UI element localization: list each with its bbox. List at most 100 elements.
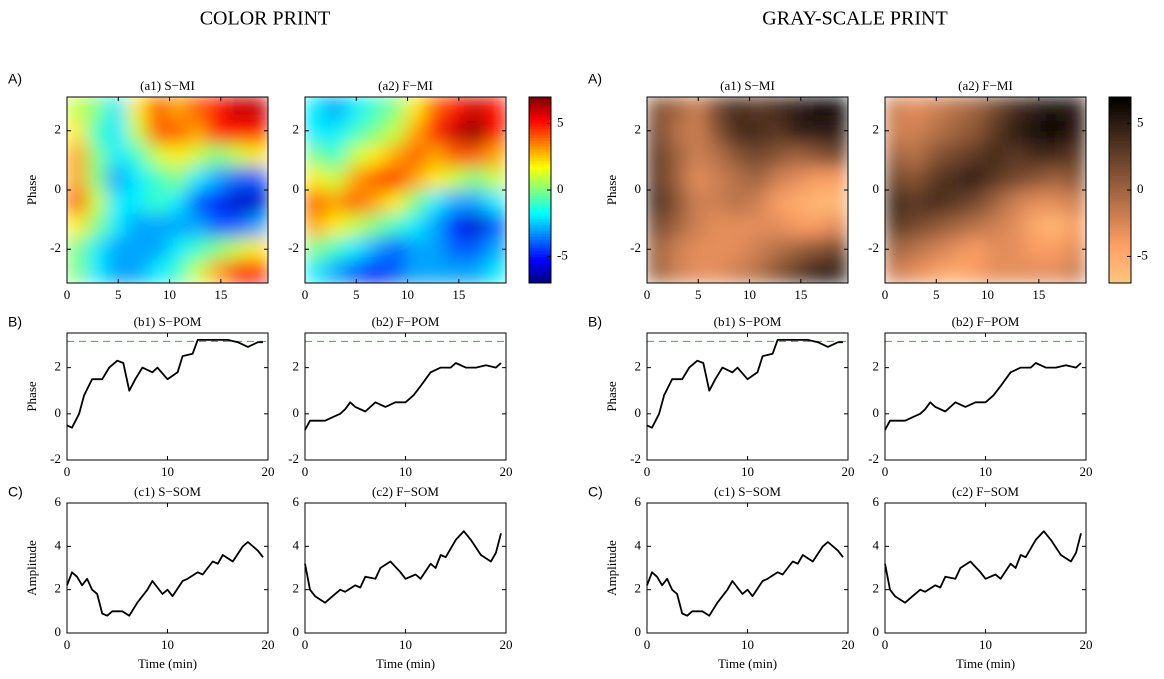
y-tick-label: 2	[873, 359, 880, 374]
heatmap-cell	[1065, 166, 1086, 191]
y-tick-label: -2	[630, 240, 641, 255]
heatmap-cell	[1025, 166, 1047, 191]
colorbar-strip	[529, 105, 551, 109]
y-tick-label: 4	[55, 537, 62, 552]
heatmap-cell	[405, 166, 427, 191]
colorbar-strip	[1109, 204, 1131, 208]
heatmap-cell	[807, 97, 829, 121]
panel-title: (b2) F−POM	[952, 314, 1020, 329]
heatmap-cell	[305, 236, 326, 261]
y-tick-label: 6	[293, 494, 300, 509]
y-tick-label: -2	[630, 451, 641, 466]
x-tick-label: 0	[882, 464, 889, 479]
heatmap-cell	[1065, 259, 1086, 283]
heatmap-cell	[904, 189, 926, 214]
heatmap-cell	[885, 143, 906, 168]
heatmap-cell	[86, 166, 108, 191]
colorbar-strip	[529, 163, 551, 168]
line	[646, 339, 843, 429]
colorbar-strip	[529, 180, 551, 185]
panel-title: (b2) F−POM	[372, 314, 440, 329]
heatmap-cell	[647, 236, 668, 261]
colorbar-strip	[529, 125, 551, 130]
heatmap-cell	[425, 166, 447, 191]
colorbar-strip	[529, 221, 551, 226]
colorbar-strip	[529, 111, 551, 115]
x-tick-label: 10	[979, 637, 992, 652]
heatmap-cell	[726, 236, 748, 261]
colorbar-strip	[1109, 105, 1131, 109]
line	[884, 362, 1082, 431]
colorbar-strip	[1109, 221, 1131, 226]
heatmap-cell	[187, 212, 209, 237]
axes-frame	[884, 502, 1087, 634]
heatmap-cell	[647, 166, 668, 191]
panel-title: (c1) S−SOM	[714, 484, 781, 499]
colorbar-strip	[529, 195, 551, 200]
heatmap-cell	[207, 119, 229, 144]
heatmap-cell	[465, 259, 487, 283]
heatmap-cell	[425, 212, 447, 237]
heatmap-cell	[647, 189, 668, 214]
heatmap-cell	[146, 189, 168, 214]
colorbar-strip	[529, 122, 551, 127]
heatmap-cell	[1025, 97, 1047, 121]
colorbar-strip	[1109, 212, 1131, 217]
y-tick-label: 2	[873, 581, 880, 596]
x-tick-label: 20	[1080, 464, 1093, 479]
colorbar-strip	[1109, 114, 1131, 118]
colorbar-strip	[1109, 175, 1131, 179]
x-tick-label: 20	[842, 464, 855, 479]
heatmap-cell	[167, 259, 189, 283]
heatmap-cell	[985, 143, 1007, 168]
colorbar-strip	[529, 189, 551, 194]
x-tick-label: 10	[401, 287, 414, 302]
heatmap-cell	[924, 119, 946, 144]
heatmap-cell	[106, 259, 128, 283]
heatmap-cell	[1005, 143, 1027, 168]
heatmap-cell	[1025, 212, 1047, 237]
panel-title: (c2) F−SOM	[952, 484, 1019, 499]
colorbar-strip	[529, 268, 551, 272]
heatmap-cell	[747, 97, 769, 121]
x-tick-label: 5	[933, 287, 940, 302]
colorbar-strip	[1109, 102, 1131, 107]
heatmap-cell	[767, 189, 789, 214]
colorbar-strip	[1109, 154, 1131, 159]
colorbar-strip	[1109, 143, 1131, 147]
heatmap-cell	[985, 259, 1007, 283]
heatmap-cell	[666, 119, 688, 144]
colorbar-strip	[529, 239, 551, 243]
x-tick-label: 10	[741, 464, 754, 479]
colorbar-strip	[1109, 233, 1131, 237]
y-tick-label: 6	[635, 494, 642, 509]
heatmap-cell	[465, 143, 487, 168]
colorbar-strip	[529, 160, 551, 165]
heatmap-cell	[1045, 119, 1067, 144]
heatmap-cell	[126, 166, 148, 191]
heatmap-cell	[187, 166, 209, 191]
heatmap-cell	[106, 212, 128, 237]
heatmap-cell	[924, 166, 946, 191]
heatmap-cell	[686, 259, 708, 283]
heatmap-cell	[344, 97, 366, 121]
heatmap-cell	[1065, 189, 1086, 214]
heatmap-cell	[324, 212, 346, 237]
heatmap-cell	[344, 189, 366, 214]
heatmap-cell	[747, 189, 769, 214]
x-tick-label: 10	[743, 287, 756, 302]
heatmap-cell	[67, 236, 88, 261]
heatmap-cell	[207, 143, 229, 168]
x-axis-label: Time (min)	[718, 656, 777, 671]
heatmap-cell	[167, 212, 189, 237]
heatmap-cell	[827, 166, 848, 191]
heatmap-cell	[1025, 259, 1047, 283]
heatmap-cell	[726, 143, 748, 168]
y-tick-label: 0	[635, 405, 642, 420]
panel: 0 10 20 0 2 4 6 (c2) F−SOM Time (min)	[873, 484, 1093, 671]
heatmap-cell	[106, 143, 128, 168]
colorbar-strip	[1109, 198, 1131, 202]
heatmap-cell	[247, 143, 268, 168]
heatmap-cell	[706, 212, 728, 237]
y-tick-label: 2	[635, 581, 642, 596]
